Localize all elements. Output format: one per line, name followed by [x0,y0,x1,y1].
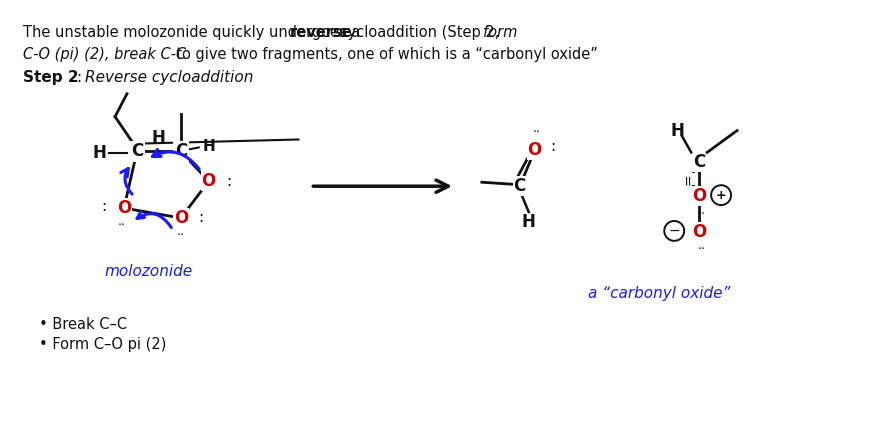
Text: H: H [152,128,166,147]
Text: :: : [102,199,107,214]
Text: C: C [174,142,187,161]
Text: cycloaddition (Step 2,: cycloaddition (Step 2, [336,25,505,40]
Text: H: H [92,145,106,162]
Text: −: − [668,224,680,238]
Text: O: O [692,187,706,205]
Text: form: form [483,25,517,40]
Text: C: C [693,153,705,171]
Text: ⋅⋅: ⋅⋅ [697,243,705,256]
Text: C: C [513,177,526,195]
Text: molozonide: molozonide [104,264,192,279]
Text: O: O [117,199,131,217]
Text: • Break C–C: • Break C–C [39,317,127,332]
Text: O: O [201,172,215,190]
Text: Step 2: Step 2 [24,70,79,85]
Text: C-O (pi) (2), break C-C: C-O (pi) (2), break C-C [24,47,187,62]
Text: ⋅⋅: ⋅⋅ [118,220,126,233]
Text: H: H [202,139,215,154]
Text: :: : [550,139,555,154]
Text: ⋅⋅: ⋅⋅ [533,126,540,139]
Text: :: : [77,70,87,85]
Text: The unstable molozonide quickly undergoes a: The unstable molozonide quickly undergoe… [24,25,365,40]
Text: Reverse cycloaddition: Reverse cycloaddition [85,70,253,85]
Text: • Form C–O pi (2): • Form C–O pi (2) [39,337,166,352]
Text: :: : [198,210,203,226]
Text: =: = [682,174,696,185]
Text: reverse: reverse [289,25,352,40]
Text: C: C [131,142,143,161]
Text: +: + [716,189,726,202]
Text: ⋅⋅: ⋅⋅ [177,230,185,242]
Text: :: : [226,174,231,189]
Text: H: H [522,213,535,231]
Text: O: O [527,141,542,159]
Text: H: H [670,122,684,140]
Text: O: O [173,209,188,227]
Text: O: O [692,223,706,241]
Text: a “carbonyl oxide”: a “carbonyl oxide” [588,286,731,301]
Text: ⋅⋅: ⋅⋅ [697,207,705,220]
Text: to give two fragments, one of which is a “carbonyl oxide”: to give two fragments, one of which is a… [166,47,597,62]
